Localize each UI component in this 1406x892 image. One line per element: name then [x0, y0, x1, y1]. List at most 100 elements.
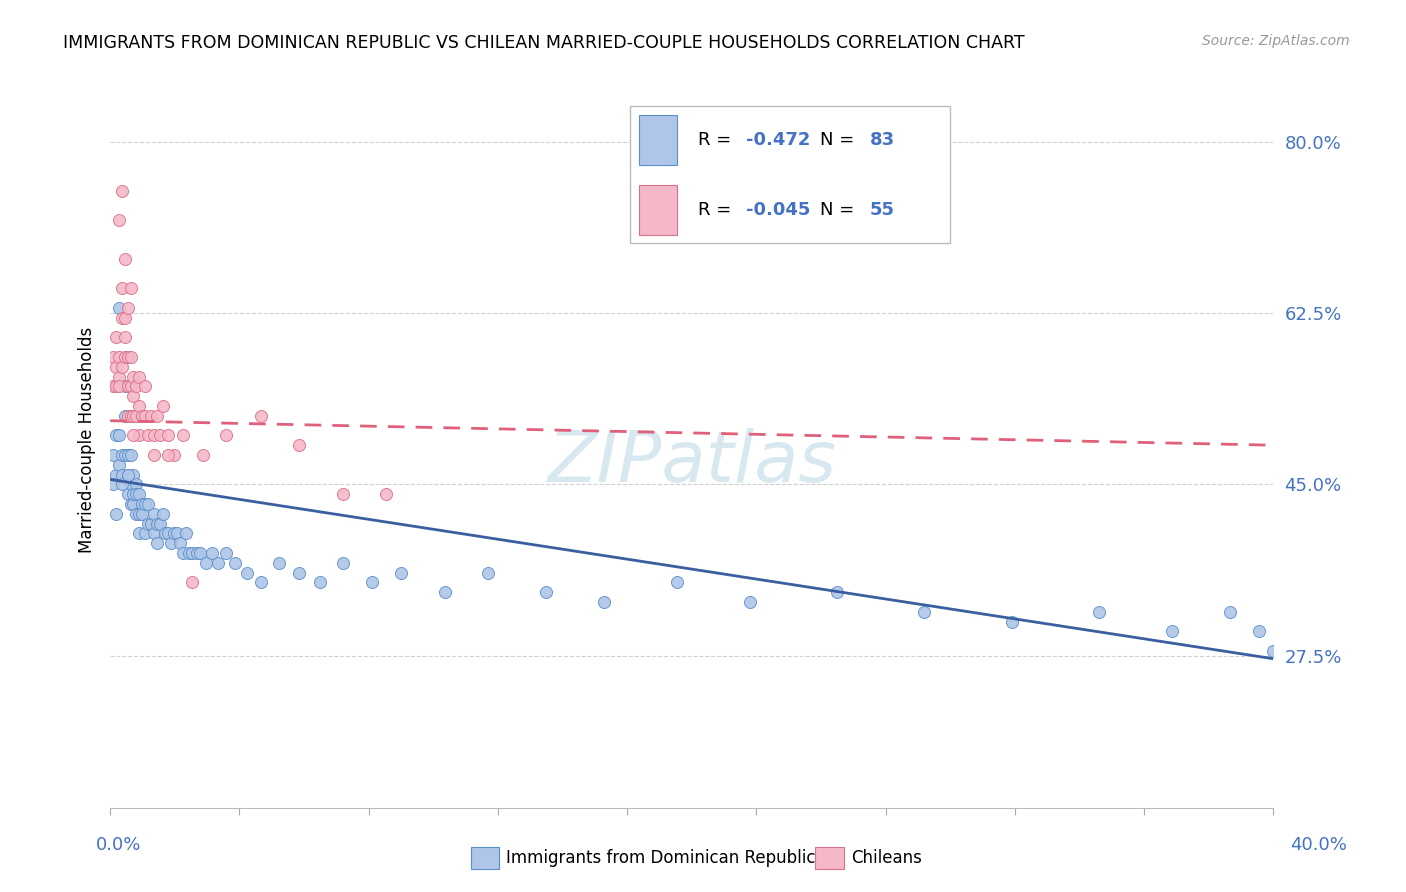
- Point: [152, 507, 174, 521]
- Point: [134, 409, 156, 423]
- Point: [114, 409, 136, 423]
- Point: [149, 428, 172, 442]
- Point: [111, 184, 134, 198]
- Text: 83: 83: [870, 131, 894, 149]
- Text: 40.0%: 40.0%: [1291, 836, 1347, 854]
- Point: [180, 575, 202, 590]
- Point: [114, 379, 136, 393]
- Point: [172, 546, 194, 560]
- Point: [114, 350, 136, 364]
- Point: [131, 409, 153, 423]
- Point: [288, 438, 311, 452]
- Text: -0.472: -0.472: [747, 131, 811, 149]
- Point: [108, 379, 131, 393]
- Point: [267, 556, 290, 570]
- Point: [163, 526, 186, 541]
- Point: [250, 575, 273, 590]
- Point: [166, 526, 188, 541]
- Point: [139, 409, 162, 423]
- Point: [142, 526, 165, 541]
- Point: [117, 487, 139, 501]
- Point: [236, 566, 259, 580]
- Point: [104, 428, 127, 442]
- Point: [1160, 624, 1182, 639]
- Point: [114, 252, 136, 266]
- Point: [117, 448, 139, 462]
- Point: [375, 487, 398, 501]
- Text: Immigrants from Dominican Republic: Immigrants from Dominican Republic: [506, 849, 815, 867]
- Point: [104, 330, 127, 344]
- Point: [536, 585, 558, 599]
- Point: [108, 350, 131, 364]
- Point: [108, 369, 131, 384]
- Point: [122, 497, 145, 511]
- Point: [125, 487, 148, 501]
- Point: [117, 379, 139, 393]
- Point: [152, 399, 174, 413]
- Point: [195, 556, 218, 570]
- Text: Source: ZipAtlas.com: Source: ZipAtlas.com: [1202, 34, 1350, 48]
- Point: [207, 556, 229, 570]
- Point: [912, 605, 935, 619]
- Point: [120, 281, 142, 295]
- Point: [111, 310, 134, 325]
- Point: [160, 536, 183, 550]
- Point: [111, 448, 134, 462]
- Point: [332, 487, 354, 501]
- Point: [177, 546, 200, 560]
- Point: [104, 359, 127, 374]
- Point: [477, 566, 499, 580]
- Point: [128, 428, 150, 442]
- Point: [1219, 605, 1241, 619]
- Point: [142, 428, 165, 442]
- Point: [125, 477, 148, 491]
- Point: [120, 379, 142, 393]
- Point: [125, 379, 148, 393]
- Point: [117, 409, 139, 423]
- Point: [128, 369, 150, 384]
- FancyBboxPatch shape: [640, 185, 676, 235]
- Point: [111, 477, 134, 491]
- Point: [136, 497, 159, 511]
- Point: [593, 595, 616, 609]
- Point: [104, 467, 127, 482]
- Point: [108, 213, 131, 227]
- Point: [120, 497, 142, 511]
- Point: [117, 467, 139, 482]
- Point: [128, 399, 150, 413]
- Y-axis label: Married-couple Households: Married-couple Households: [79, 327, 96, 553]
- Point: [122, 428, 145, 442]
- Point: [114, 448, 136, 462]
- Point: [1247, 624, 1270, 639]
- Point: [825, 585, 848, 599]
- Point: [117, 467, 139, 482]
- Point: [215, 546, 238, 560]
- Point: [136, 516, 159, 531]
- Point: [108, 301, 131, 315]
- Point: [163, 448, 186, 462]
- Text: -0.045: -0.045: [747, 201, 811, 219]
- Text: 0.0%: 0.0%: [96, 836, 141, 854]
- Point: [128, 487, 150, 501]
- Point: [111, 467, 134, 482]
- Point: [186, 546, 208, 560]
- Point: [122, 409, 145, 423]
- Text: 55: 55: [870, 201, 894, 219]
- Point: [104, 507, 127, 521]
- Point: [122, 369, 145, 384]
- Point: [174, 526, 197, 541]
- Point: [169, 536, 191, 550]
- Point: [114, 310, 136, 325]
- Point: [122, 467, 145, 482]
- Point: [172, 428, 194, 442]
- Point: [125, 409, 148, 423]
- Text: ZIPatlas: ZIPatlas: [547, 428, 837, 497]
- Point: [139, 516, 162, 531]
- Point: [134, 379, 156, 393]
- Point: [104, 379, 127, 393]
- Text: N =: N =: [820, 131, 859, 149]
- FancyBboxPatch shape: [640, 115, 676, 165]
- Point: [122, 487, 145, 501]
- Point: [224, 556, 246, 570]
- Point: [101, 350, 124, 364]
